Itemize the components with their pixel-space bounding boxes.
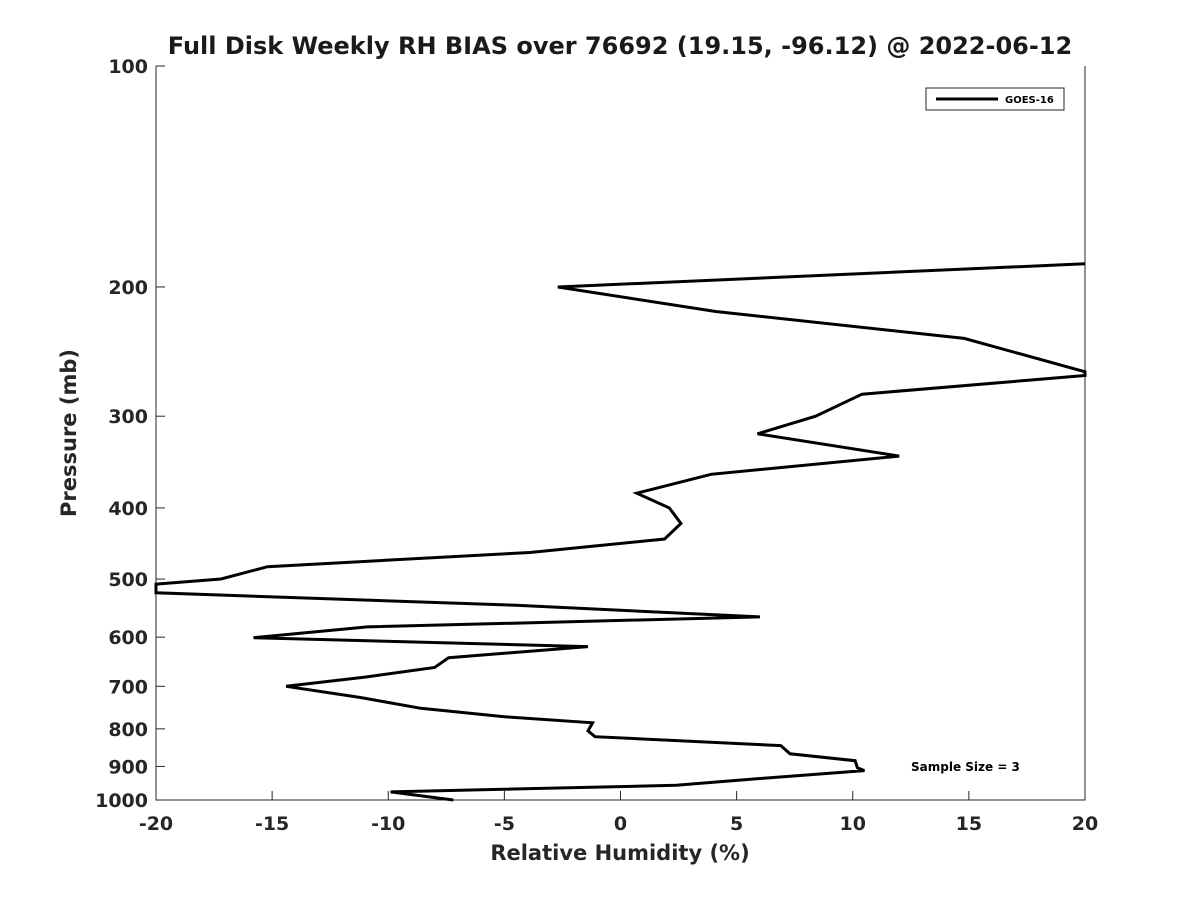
x-tick-label: -10 (371, 813, 405, 835)
chart-title: Full Disk Weekly RH BIAS over 76692 (19.… (168, 32, 1072, 60)
x-tick-label: -15 (255, 813, 289, 835)
legend-entry-goes-16: GOES-16 (1005, 95, 1054, 106)
sample-size-annotation: Sample Size = 3 (911, 760, 1020, 774)
y-tick-label: 100 (108, 56, 148, 78)
x-tick-label: 0 (614, 813, 627, 835)
y-tick-label: 700 (108, 676, 148, 698)
y-tick-label: 300 (108, 406, 148, 428)
x-tick-label: 5 (730, 813, 743, 835)
legend: GOES-16 (925, 87, 1065, 111)
y-tick-label: 500 (108, 569, 148, 591)
y-tick-label: 1000 (95, 790, 148, 812)
x-axis-label: Relative Humidity (%) (490, 841, 749, 865)
x-tick-label: 20 (1072, 813, 1098, 835)
y-tick-label: 900 (108, 756, 148, 778)
x-tick-label: -5 (494, 813, 515, 835)
y-tick-label: 200 (108, 277, 148, 299)
x-axis-ticks: -20 -15 -10 -5 0 5 10 15 20 (139, 791, 1098, 835)
x-tick-label: -20 (139, 813, 173, 835)
y-axis-label: Pressure (mb) (57, 349, 81, 517)
y-tick-label: 600 (108, 627, 148, 649)
y-tick-label: 800 (108, 719, 148, 741)
x-tick-label: 15 (956, 813, 982, 835)
y-axis-ticks: 100 200 300 400 500 600 700 800 900 1000 (95, 56, 165, 812)
series-line-goes-16 (154, 262, 1087, 802)
x-tick-label: 10 (840, 813, 866, 835)
series-layer (154, 262, 1087, 802)
y-tick-label: 400 (108, 498, 148, 520)
